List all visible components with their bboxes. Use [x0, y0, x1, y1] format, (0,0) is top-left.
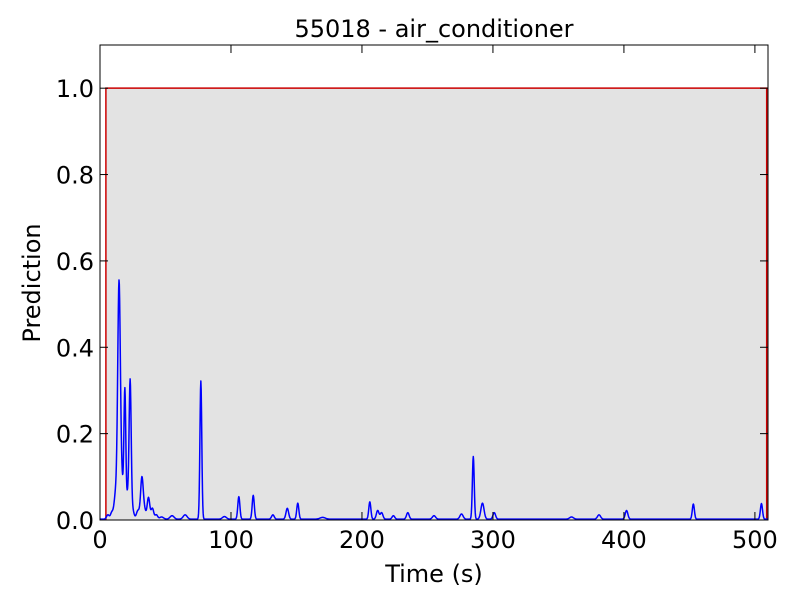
axes-frame [99, 44, 769, 521]
x-tick-label: 200 [339, 526, 385, 554]
x-tick-label: 400 [601, 526, 647, 554]
prediction-series-line [99, 279, 769, 520]
x-tick-label: 100 [208, 526, 254, 554]
chart-title: 55018 - air_conditioner [294, 15, 573, 43]
ground-truth-line [105, 87, 768, 520]
y-tick-label: 1.0 [56, 75, 94, 103]
y-tick-label: 0.2 [56, 421, 94, 449]
x-axis-label: Time (s) [384, 560, 483, 588]
plot-area [99, 87, 769, 520]
y-tick-label: 0.6 [56, 248, 94, 276]
axes: 0 100 200 300 400 500 0.0 0.2 0.4 0.6 0.8 1.0 [56, 44, 778, 554]
y-axis-label: Prediction [18, 223, 46, 342]
x-tick-label: 0 [92, 526, 107, 554]
y-tick-label: 0.8 [56, 162, 94, 190]
x-tick-label: 300 [470, 526, 516, 554]
y-tick-label: 0.4 [56, 334, 94, 362]
y-tick-label: 0.0 [56, 507, 94, 535]
x-tick-label: 500 [732, 526, 778, 554]
ground-truth-region [105, 88, 767, 520]
